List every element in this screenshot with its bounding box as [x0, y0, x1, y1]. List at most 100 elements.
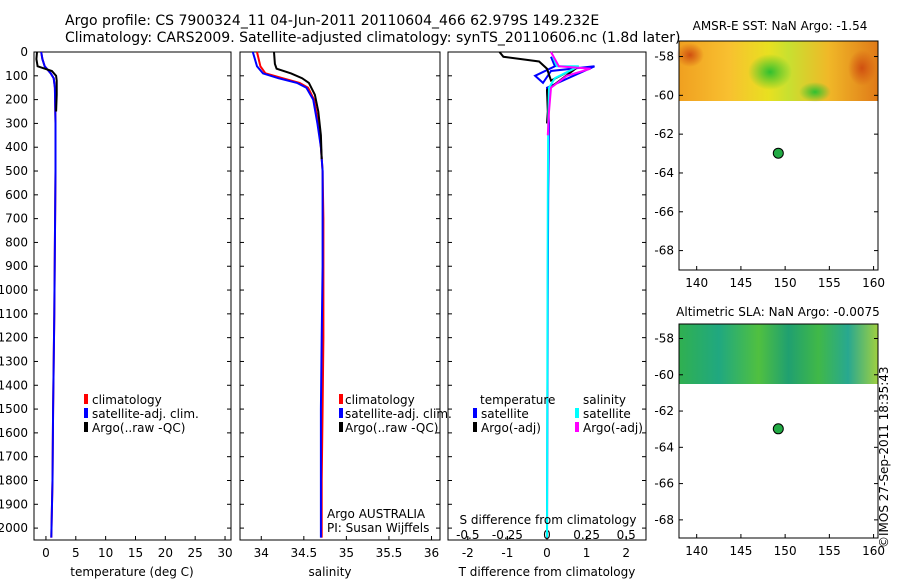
x-tick-label: -0.25 — [492, 528, 523, 542]
depth-tick-label: 0 — [20, 45, 28, 59]
depth-tick-label: 1600 — [0, 426, 28, 440]
x-tick-label: -1 — [501, 546, 513, 560]
depth-tick-label: 700 — [5, 212, 28, 226]
x-tick-label: 34.5 — [290, 546, 317, 560]
x-tick-label: 35.5 — [376, 546, 403, 560]
lat-tick-label: -66 — [654, 205, 674, 219]
x-tick-label: 0 — [543, 546, 551, 560]
lon-tick-label: 155 — [818, 544, 841, 558]
temperature-panel: 0100200300400500600700800900100011001200… — [0, 45, 233, 579]
legend-label-satellite: satellite-adj. clim. — [345, 407, 452, 421]
sla-map-axes-box — [678, 323, 879, 539]
sla-map-ticks: 140 145 150 155 160 -58 -60 -62 -64 -66 -68 — [654, 332, 885, 558]
lon-tick-label: 140 — [685, 544, 708, 558]
depth-tick-label: 1500 — [0, 402, 28, 416]
salinity-axes-box — [239, 51, 441, 541]
legend-swatch-climatology — [84, 394, 88, 404]
temperature-x-ticks: 0 5 10 15 20 25 30 — [42, 536, 233, 560]
depth-tick-label: 1200 — [0, 331, 28, 345]
x-tick-label: 30 — [217, 546, 232, 560]
lon-tick-label: 150 — [774, 276, 797, 290]
series-line-clim — [256, 51, 325, 538]
legend-swatch-argo — [84, 422, 88, 432]
sst-map-axes-box — [678, 40, 879, 271]
depth-tick-label: 900 — [5, 259, 28, 273]
temperature-legend: climatology satellite-adj. clim. Argo(..… — [84, 393, 199, 435]
temperature-axes-box — [33, 51, 232, 541]
lat-tick-label: -64 — [654, 166, 674, 180]
difference-panel: -2 -1 0 1 2 -0.5 -0.25 0 0.25 0.5 S difference f… — [447, 51, 647, 579]
depth-tick-label: 1800 — [0, 473, 28, 487]
lon-tick-label: 160 — [862, 276, 885, 290]
depth-tick-label: 100 — [5, 69, 28, 83]
lon-tick-label: 155 — [818, 276, 841, 290]
lon-tick-label: 140 — [685, 276, 708, 290]
x-tick-label: 5 — [72, 546, 80, 560]
x-tick-label: 0.25 — [573, 528, 600, 542]
lon-tick-label: 145 — [729, 276, 752, 290]
legend-swatch-satellite — [339, 408, 343, 418]
header-line-2: Climatology: CARS2009. Satellite-adjuste… — [65, 30, 680, 46]
depth-tick-label: 600 — [5, 188, 28, 202]
sla-field — [679, 324, 878, 384]
legend-header-temperature: temperature — [480, 393, 555, 407]
salinity-xlabel: salinity — [308, 565, 351, 579]
x-tick-label: 10 — [98, 546, 113, 560]
legend-label-climatology: climatology — [345, 393, 415, 407]
imos-watermark: ©IMOS 27-Sep-2011 18:35:43 — [877, 366, 891, 548]
header-line-1: Argo profile: CS 7900324_11 04-Jun-2011 … — [65, 13, 599, 29]
depth-tick-label: 1300 — [0, 354, 28, 368]
salinity-panel: 34 34.5 35 35.5 36 salinity climatology sate… — [239, 51, 452, 579]
lon-tick-label: 160 — [862, 544, 885, 558]
sst-map-ticks: 140 145 150 155 160 -58 -60 -62 -64 -66 -68 — [654, 50, 885, 290]
salinity-legend: climatology satellite-adj. clim. Argo(..… — [339, 393, 452, 435]
depth-tick-label: 400 — [5, 140, 28, 154]
series-line-argo — [35, 51, 58, 112]
lat-tick-label: -60 — [654, 368, 674, 382]
temperature-xlabel: temperature (deg C) — [70, 565, 193, 579]
temperature-series — [35, 51, 58, 538]
x-tick-label: 15 — [128, 546, 143, 560]
x-tick-label: 36 — [424, 546, 439, 560]
lat-tick-label: -62 — [654, 404, 674, 418]
s-difference-label: S difference from climatology — [460, 513, 637, 527]
sla-map-title: Altimetric SLA: NaN Argo: -0.0075 — [676, 305, 880, 319]
depth-tick-label: 1400 — [0, 378, 28, 392]
difference-series — [498, 51, 595, 538]
series-line-satS — [546, 56, 580, 538]
legend-label-temp-satellite: satellite — [481, 407, 529, 421]
sst-map-title: AMSR-E SST: NaN Argo: -1.54 — [693, 19, 868, 33]
legend-swatch-climatology — [339, 394, 343, 404]
legend-swatch-sal-argo — [575, 422, 579, 432]
legend-label-temp-argo: Argo(-adj) — [481, 421, 541, 435]
series-line-sat — [251, 51, 324, 538]
salinity-series — [251, 51, 325, 538]
lat-tick-label: -64 — [654, 440, 674, 454]
sst-field-warm-patch — [848, 50, 876, 86]
legend-swatch-satellite — [84, 408, 88, 418]
lat-tick-label: -66 — [654, 477, 674, 491]
credit-line-2: PI: Susan Wijffels — [327, 521, 429, 535]
sst-map-panel: AMSR-E SST: NaN Argo: -1.54 140 145 150 155… — [654, 19, 885, 290]
x-tick-label: 20 — [158, 546, 173, 560]
salinity-x-ticks: 34 34.5 35 35.5 36 — [254, 536, 439, 560]
depth-tick-label: 2000 — [0, 521, 28, 535]
argo-float-position-marker — [772, 423, 784, 435]
x-tick-label: -0.5 — [456, 528, 479, 542]
depth-axis-labels: 0 100 200 300 400 500 600 700 800 900 1000 1100 1200… — [0, 45, 231, 535]
x-tick-label: -2 — [462, 546, 474, 560]
sla-map-panel: Altimetric SLA: NaN Argo: -0.0075 140 145… — [654, 305, 885, 558]
lon-tick-label: 145 — [729, 544, 752, 558]
argo-float-position-marker — [772, 147, 784, 159]
legend-swatch-temp-satellite — [473, 408, 477, 418]
legend-label-argo: Argo(..raw -QC) — [92, 421, 185, 435]
series-line-sat — [40, 51, 57, 538]
x-tick-label: 35 — [339, 546, 354, 560]
depth-tick-label: 300 — [5, 116, 28, 130]
legend-swatch-argo — [339, 422, 343, 432]
series-line-argoS — [546, 51, 591, 136]
depth-tick-marks — [448, 51, 646, 529]
x-tick-label: 0 — [42, 546, 50, 560]
lat-tick-label: -58 — [654, 332, 674, 346]
lat-tick-label: -60 — [654, 88, 674, 102]
